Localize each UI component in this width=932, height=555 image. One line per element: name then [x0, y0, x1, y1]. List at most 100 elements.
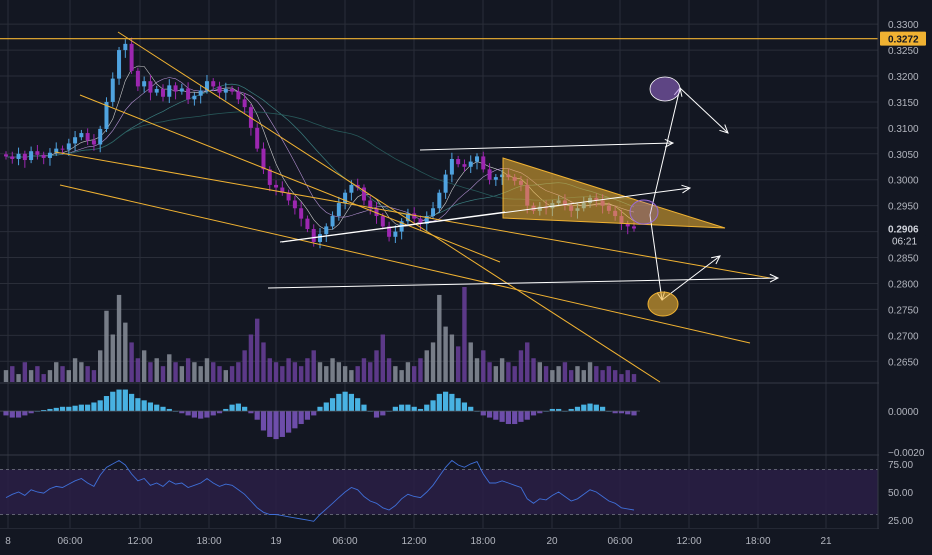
price-tag-last: 0.2906	[888, 224, 919, 235]
scenario-arrow-lower-head	[769, 273, 780, 283]
volume-bar	[506, 362, 511, 382]
grid-lines	[0, 0, 878, 528]
volume-bar	[374, 350, 379, 382]
volume-bar	[487, 362, 492, 382]
rsi-tick-label: 50.00	[888, 488, 913, 499]
volume-bar	[468, 342, 473, 382]
macd-bar	[486, 411, 493, 418]
candle-body	[431, 208, 436, 217]
ascending-channel-line	[279, 211, 506, 243]
scenario-arrow-up-pullback	[679, 87, 729, 134]
macd-bar	[248, 411, 254, 414]
candle-body	[186, 88, 191, 100]
volume-bar	[512, 366, 517, 382]
volume-bar	[455, 346, 461, 382]
price-tick-label: 0.3300	[888, 20, 919, 31]
candle-body	[35, 151, 40, 155]
time-label: 18:00	[470, 536, 495, 547]
volume-bar	[518, 350, 524, 382]
candle-body	[374, 208, 379, 217]
volume-bar	[248, 334, 254, 382]
volume-bar	[141, 350, 147, 382]
candle-body	[22, 153, 27, 161]
macd-bar	[28, 411, 34, 414]
volume-bar	[443, 326, 448, 382]
volume-bar	[543, 366, 549, 382]
macd-bar	[91, 402, 97, 412]
volume-bar	[135, 358, 141, 382]
macd-bar	[260, 411, 267, 431]
price-tick-label: 0.3200	[888, 72, 919, 83]
volume-bar	[154, 358, 159, 382]
macd-bar	[198, 411, 204, 419]
price-axis[interactable]: 0.3300 0.3250 0.3200 0.3150 0.3100 0.3050 0.30…	[879, 0, 932, 550]
macd-bar	[323, 402, 329, 412]
time-label: 18:00	[196, 536, 221, 547]
scenario-arrow-lower	[267, 277, 779, 289]
volume-bar	[10, 366, 15, 382]
time-label: 12:00	[127, 536, 152, 547]
macd-bar	[631, 411, 637, 416]
scenario-arrow-up-channel-low-head	[681, 184, 692, 194]
macd-bar	[267, 411, 273, 437]
volume-bar	[22, 362, 28, 382]
candle-body	[343, 192, 348, 204]
macd-bar	[455, 398, 461, 412]
volume-bar	[305, 358, 310, 382]
volume-bar	[600, 370, 605, 382]
volume-bar	[60, 366, 65, 382]
macd-bar	[361, 404, 367, 412]
macd-bar	[273, 411, 279, 440]
candle-body	[299, 208, 304, 219]
rsi-tick-label: 25.00	[888, 516, 913, 527]
candle-body	[449, 158, 454, 175]
macd-bar	[317, 406, 323, 412]
macd-bar	[556, 408, 562, 412]
candle-body	[405, 213, 410, 222]
candle-body	[85, 133, 90, 141]
price-tick-label: 0.2950	[888, 202, 919, 213]
volume-bar	[116, 294, 122, 382]
rsi-tick-label: 75.00	[888, 460, 913, 471]
macd-bar	[141, 400, 147, 412]
macd-bar	[417, 408, 424, 412]
volume-bar	[311, 350, 316, 382]
volume-bar	[179, 366, 185, 382]
candle-body	[412, 213, 417, 219]
candle-body	[324, 226, 329, 235]
macd-bar	[154, 404, 160, 412]
candle-body	[280, 187, 285, 193]
volume-bar	[330, 358, 335, 382]
candle-body	[267, 169, 272, 185]
volume-bar	[72, 358, 78, 382]
candle-body	[129, 43, 134, 71]
macd-bar	[116, 389, 122, 412]
macd-bar	[3, 411, 9, 416]
candle-body	[632, 226, 636, 229]
candle-body	[318, 234, 322, 242]
candle-body	[16, 153, 21, 159]
time-axis[interactable]: 8 06:00 12:00 18:00 19 06:00 12:00 18:00 20 06:00…	[0, 529, 932, 550]
macd-bar	[329, 398, 336, 412]
target-circle-up	[649, 76, 681, 102]
volume-bar	[267, 358, 272, 382]
volume-bar	[317, 362, 323, 382]
candle-body	[135, 70, 140, 87]
volume-bar	[562, 362, 568, 382]
macd-bar	[618, 411, 625, 414]
macd-bar	[568, 408, 574, 412]
scenario-arrow-mid	[419, 142, 674, 151]
volume-bar	[273, 362, 279, 382]
macd-tick-label: 0.0000	[888, 407, 919, 418]
channel-line	[59, 184, 751, 344]
volume-bar	[631, 374, 637, 382]
volume-bar	[575, 366, 580, 382]
macd-bar	[147, 402, 154, 412]
candle-body	[10, 156, 15, 159]
candle-body	[274, 184, 279, 188]
macd-bar	[179, 411, 185, 414]
annotation-drawings	[0, 31, 878, 383]
candle-body	[418, 218, 423, 224]
